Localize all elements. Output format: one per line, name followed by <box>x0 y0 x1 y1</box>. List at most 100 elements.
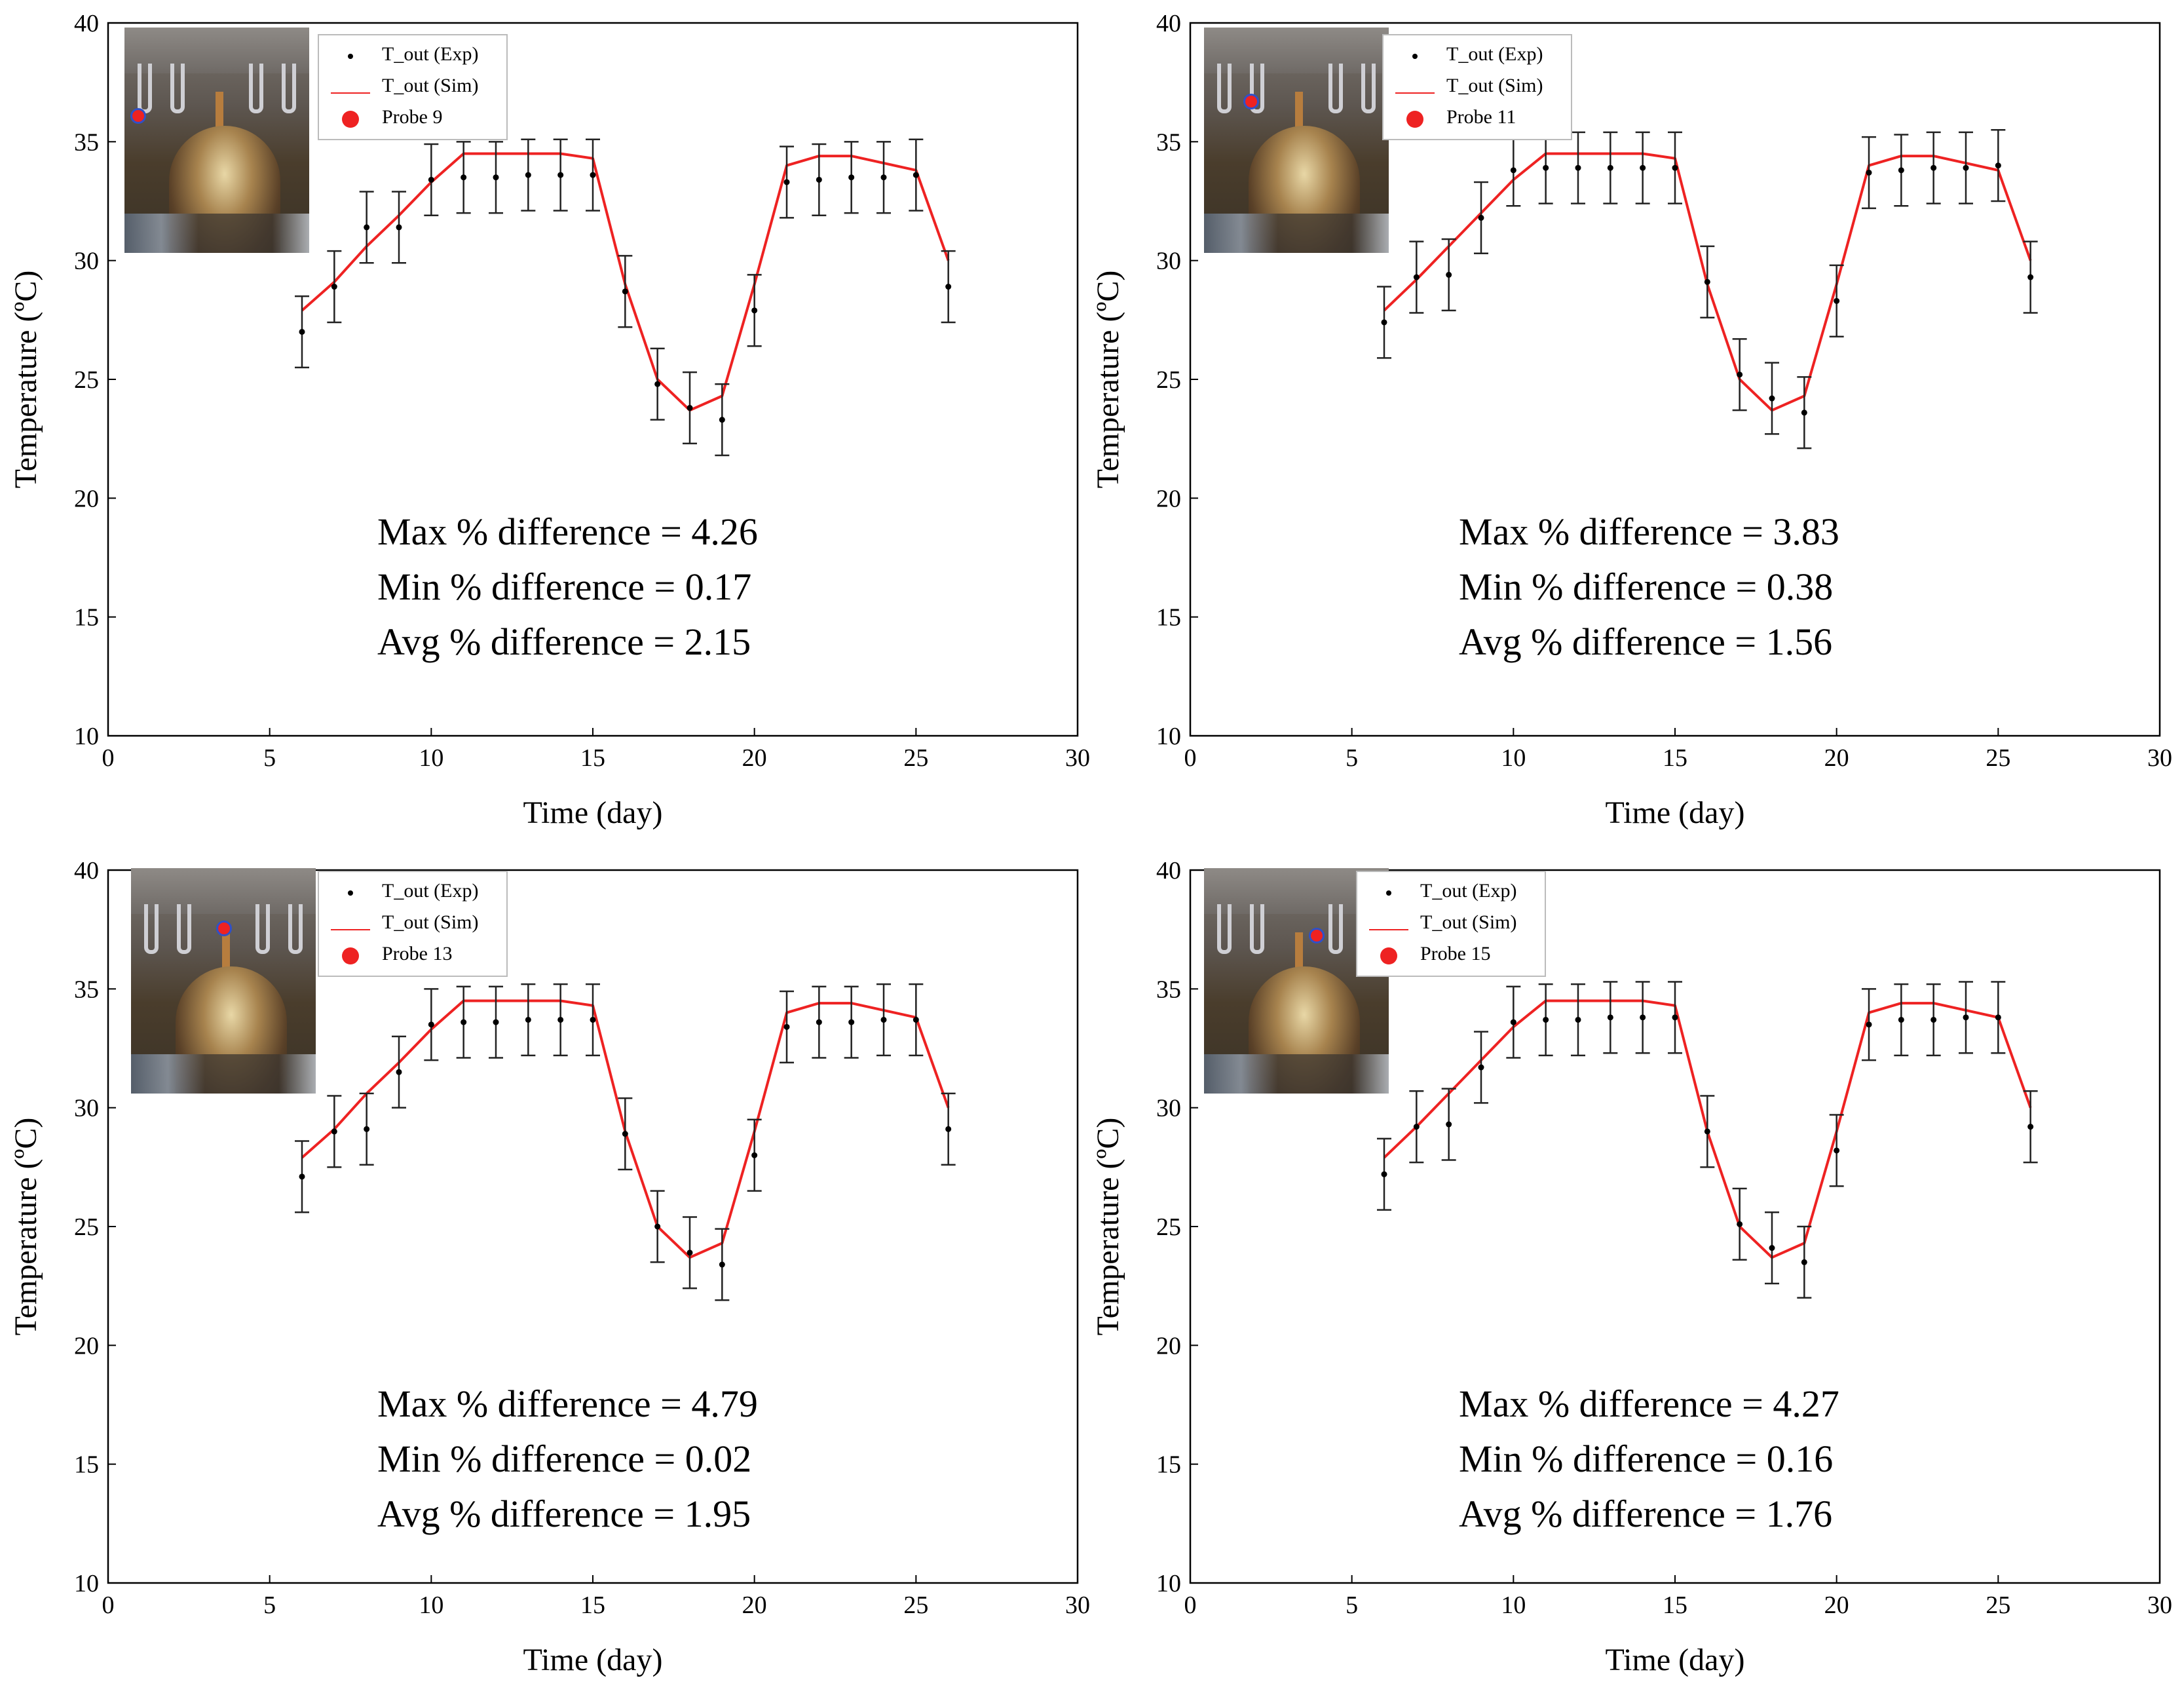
stat-avg: Avg % difference = 2.15 <box>377 620 751 663</box>
exp-data-point <box>1538 131 1553 204</box>
exp-point-marker <box>364 224 370 231</box>
exp-data-point <box>780 990 794 1064</box>
exp-data-point <box>489 141 503 214</box>
stat-max: Max % difference = 4.26 <box>377 510 758 553</box>
exp-point-marker <box>428 176 434 183</box>
y-tick-label: 35 <box>74 128 99 156</box>
exp-data-point <box>1603 131 1618 204</box>
tunnel-photo-inset <box>131 868 316 1094</box>
exp-point-marker <box>848 1019 855 1025</box>
exp-point-marker <box>816 176 822 183</box>
exp-point-marker <box>1930 164 1937 171</box>
y-tick-label: 15 <box>1156 604 1181 632</box>
chart-panel-probe-11: 0 5 10 15 20 25 30 10 15 20 25 30 35 40 Time (day) Temp… <box>1082 0 2174 847</box>
legend-item-sim: T_out (Sim) <box>1384 72 1571 104</box>
legend-exp-label: T_out (Exp) <box>1446 43 1543 65</box>
legend: T_out (Exp) T_out (Sim) Probe 15 <box>1356 871 1546 977</box>
y-tick-label: 10 <box>1156 1570 1181 1597</box>
x-tick-label: 15 <box>1663 1591 1687 1619</box>
exp-point-marker <box>622 1131 628 1137</box>
exp-data-point <box>586 138 600 212</box>
exp-data-point <box>650 347 665 421</box>
exp-point-marker <box>751 307 758 314</box>
y-tick-label: 10 <box>74 723 99 750</box>
exp-point-marker <box>1737 371 1743 378</box>
legend-sim-label: T_out (Sim) <box>1420 911 1517 933</box>
legend-exp-symbol <box>348 54 353 59</box>
y-tick-label: 25 <box>74 1213 99 1241</box>
exp-data-point <box>941 1092 956 1166</box>
exp-data-point <box>1765 362 1779 435</box>
exp-data-point <box>295 295 309 369</box>
exp-data-point <box>327 250 342 324</box>
x-tick-label: 15 <box>580 1591 605 1619</box>
exp-data-point <box>1797 376 1812 449</box>
y-tick-label: 10 <box>1156 723 1181 750</box>
stat-min: Min % difference = 0.38 <box>1459 565 1834 608</box>
exp-data-point <box>909 983 924 1057</box>
x-tick-label: 5 <box>263 1591 276 1619</box>
x-tick-label: 5 <box>1346 1591 1358 1619</box>
probe-location-marker <box>1243 94 1259 109</box>
x-tick-label: 30 <box>2147 744 2172 772</box>
x-tick-label: 25 <box>903 744 928 772</box>
exp-data-point <box>1700 245 1715 318</box>
exp-data-point <box>844 985 859 1059</box>
exp-point-marker <box>461 174 467 181</box>
exp-point-marker <box>1995 162 2001 169</box>
exp-point-marker <box>299 1173 305 1180</box>
exp-point-marker <box>1607 164 1613 171</box>
exp-point-marker <box>1446 271 1452 278</box>
exp-point-marker <box>1381 319 1387 326</box>
exp-data-point <box>424 988 439 1061</box>
exp-data-point <box>1862 136 1876 210</box>
y-tick-label: 30 <box>1156 248 1181 275</box>
exp-point-marker <box>1704 278 1710 285</box>
exp-data-point <box>456 985 471 1059</box>
exp-point-marker <box>299 328 305 335</box>
probe-location-marker <box>1309 928 1325 943</box>
y-tick-label: 20 <box>1156 485 1181 512</box>
exp-point-marker <box>783 179 790 185</box>
y-tick-label: 15 <box>74 604 99 632</box>
chart-svg-probe-11: 0 5 10 15 20 25 30 10 15 20 25 30 35 40 Time (day) Temp… <box>1091 10 2172 830</box>
y-tick-label: 15 <box>1156 1451 1181 1479</box>
exp-point-marker <box>1995 1014 2001 1021</box>
exp-data-point <box>553 138 568 212</box>
y-tick-label: 20 <box>1156 1332 1181 1360</box>
legend-item-exp: T_out (Exp) <box>319 877 506 909</box>
legend-item-sim: T_out (Sim) <box>319 909 506 940</box>
exp-point-marker <box>461 1019 467 1025</box>
exp-point-marker <box>687 405 693 411</box>
exp-point-marker <box>751 1152 758 1158</box>
exp-point-marker <box>1607 1014 1613 1021</box>
y-tick-label: 15 <box>74 1451 99 1479</box>
exp-point-marker <box>1963 164 1969 171</box>
exp-data-point <box>489 985 503 1059</box>
y-tick-label: 40 <box>1156 10 1181 37</box>
x-tick-label: 5 <box>1346 744 1358 772</box>
legend-probe-symbol <box>1406 111 1423 128</box>
y-tick-label: 10 <box>74 1570 99 1597</box>
exp-data-point <box>1959 131 1973 204</box>
x-tick-label: 25 <box>903 1591 928 1619</box>
y-tick-label: 30 <box>74 1095 99 1122</box>
legend-probe-label: Probe 9 <box>382 106 443 128</box>
legend-item-probe: Probe 13 <box>319 940 506 972</box>
exp-point-marker <box>557 172 564 178</box>
exp-data-point <box>456 141 471 214</box>
y-tick-label: 25 <box>1156 1213 1181 1241</box>
legend-exp-symbol <box>348 890 353 896</box>
exp-data-point <box>1603 981 1618 1054</box>
legend-sim-symbol <box>331 929 370 930</box>
exp-data-point <box>941 250 956 324</box>
exp-data-point <box>1732 1187 1747 1261</box>
legend-item-sim: T_out (Sim) <box>319 72 506 104</box>
y-tick-label: 40 <box>74 10 99 37</box>
y-tick-label: 30 <box>1156 1095 1181 1122</box>
exp-point-marker <box>1413 274 1420 280</box>
exp-point-marker <box>1446 1121 1452 1128</box>
exp-point-marker <box>1640 164 1646 171</box>
exp-data-point <box>1732 338 1747 411</box>
exp-data-point <box>683 371 697 445</box>
